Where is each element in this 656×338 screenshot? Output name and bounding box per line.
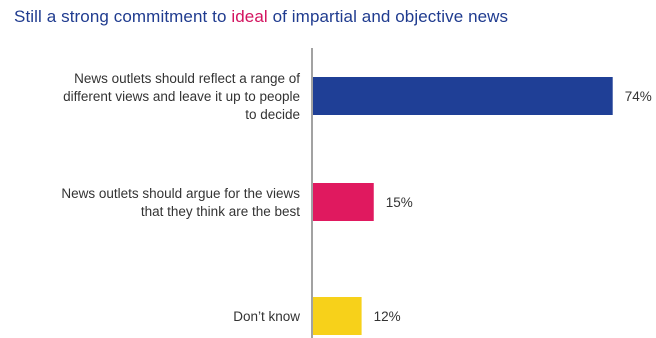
title-text-end: of impartial and objective news [267,7,509,26]
category-label-line: different views and leave it up to peopl… [63,89,300,104]
category-label-line: Don’t know [233,309,300,324]
category-label-1: News outlets should reflect a range of di… [63,71,300,122]
bar-2 [313,183,374,221]
value-label-1: 74% [625,89,652,104]
title-text-start: Still a strong commitment to [14,7,232,26]
bar-3 [313,297,362,335]
category-label-line: News outlets should argue for the views [61,186,300,201]
title-highlight: ideal [231,7,268,26]
value-label-2: 15% [386,195,413,210]
bar-1 [313,77,613,115]
category-label-2: News outlets should argue for the views t… [61,186,300,219]
category-label-3: Don’t know [233,309,300,324]
category-label-line: News outlets should reflect a range of [74,71,300,86]
chart-title: Still a strong commitment to ideal of im… [14,7,508,27]
category-label-line: that they think are the best [141,204,300,219]
category-label-line: to decide [245,107,300,122]
value-label-3: 12% [374,309,401,324]
